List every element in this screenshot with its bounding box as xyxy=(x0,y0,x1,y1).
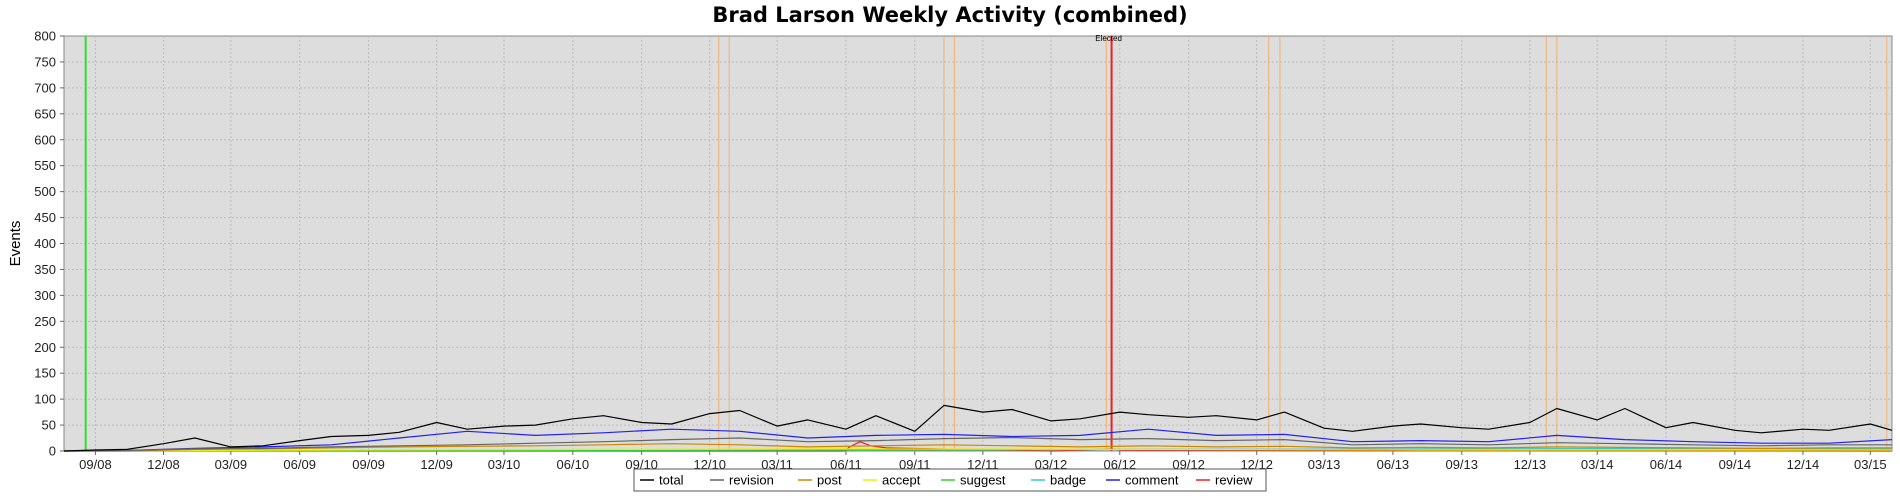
y-tick-label: 750 xyxy=(34,54,56,69)
y-tick-label: 550 xyxy=(34,158,56,173)
y-tick-label: 150 xyxy=(34,366,56,381)
series-line-total xyxy=(63,404,1893,452)
x-tick-label: 12/13 xyxy=(1514,457,1547,472)
x-tick-label: 09/13 xyxy=(1445,457,1478,472)
x-tick-label: 12/09 xyxy=(420,457,453,472)
x-tick-label: 12/12 xyxy=(1240,457,1273,472)
y-tick-label: 100 xyxy=(34,392,56,407)
x-tick-label: 06/13 xyxy=(1377,457,1410,472)
legend-label-comment: comment xyxy=(1125,473,1179,488)
x-tick-label: 06/09 xyxy=(283,457,316,472)
y-tick-label: 450 xyxy=(34,210,56,225)
y-tick-label: 0 xyxy=(49,444,56,459)
x-tick-label: 03/13 xyxy=(1308,457,1341,472)
x-tick-label: 06/11 xyxy=(830,457,862,472)
legend: total revision post accept suggest badge comme… xyxy=(633,468,1267,492)
series-line-comment xyxy=(63,428,1893,452)
x-axis: 09/08 12/08 03/09 06/09 09/09 12/09 03/10 06/10… xyxy=(79,451,1887,472)
series-line-review xyxy=(64,441,1893,452)
y-tick-label: 250 xyxy=(34,314,56,329)
x-tick-label: 06/10 xyxy=(557,457,590,472)
x-tick-label: 12/14 xyxy=(1787,457,1820,472)
grid-lines xyxy=(64,36,1892,451)
x-tick-label: 09/08 xyxy=(79,457,112,472)
x-tick-label: 03/09 xyxy=(215,457,248,472)
x-tick-label: 09/10 xyxy=(625,457,658,472)
x-tick-label: 03/12 xyxy=(1035,457,1068,472)
y-axis: 0 50 100 150 200 250 300 350 400 450 500 550 600 650 7… xyxy=(34,29,64,459)
legend-label-badge: badge xyxy=(1050,473,1086,488)
x-tick-label: 06/12 xyxy=(1104,457,1137,472)
legend-label-suggest: suggest xyxy=(960,473,1006,488)
y-tick-label: 600 xyxy=(34,132,56,147)
legend-label-post: post xyxy=(817,473,842,488)
y-tick-label: 800 xyxy=(34,29,56,44)
x-tick-label: 06/14 xyxy=(1650,457,1683,472)
y-axis-label: Events xyxy=(7,221,24,267)
y-tick-label: 500 xyxy=(34,184,56,199)
chart-title: Brad Larson Weekly Activity (combined) xyxy=(712,3,1187,27)
event-markers: Elected xyxy=(84,34,1888,451)
x-tick-label: 12/11 xyxy=(967,457,999,472)
marker-label: Elected xyxy=(1095,34,1122,43)
x-tick-label: 09/11 xyxy=(899,457,931,472)
y-tick-label: 400 xyxy=(34,236,56,251)
x-tick-label: 03/15 xyxy=(1854,457,1887,472)
y-tick-label: 300 xyxy=(34,288,56,303)
x-tick-label: 09/09 xyxy=(352,457,385,472)
y-tick-label: 650 xyxy=(34,106,56,121)
series-lines xyxy=(63,404,1893,452)
y-tick-label: 350 xyxy=(34,262,56,277)
series-line-post xyxy=(64,443,1892,452)
y-tick-label: 50 xyxy=(42,418,56,433)
y-tick-label: 200 xyxy=(34,340,56,355)
x-tick-label: 03/10 xyxy=(488,457,521,472)
legend-label-total: total xyxy=(659,473,684,488)
legend-label-accept: accept xyxy=(882,473,921,488)
x-tick-label: 03/11 xyxy=(761,457,793,472)
x-tick-label: 09/14 xyxy=(1719,457,1752,472)
x-tick-label: 12/08 xyxy=(147,457,180,472)
x-tick-label: 12/10 xyxy=(693,457,726,472)
y-tick-label: 700 xyxy=(34,80,56,95)
legend-label-revision: revision xyxy=(729,473,774,488)
x-tick-label: 03/14 xyxy=(1581,457,1614,472)
x-tick-label: 09/12 xyxy=(1172,457,1205,472)
series-line-revision xyxy=(63,436,1892,452)
series-line-accept xyxy=(63,448,1892,452)
legend-label-review: review xyxy=(1215,473,1253,488)
